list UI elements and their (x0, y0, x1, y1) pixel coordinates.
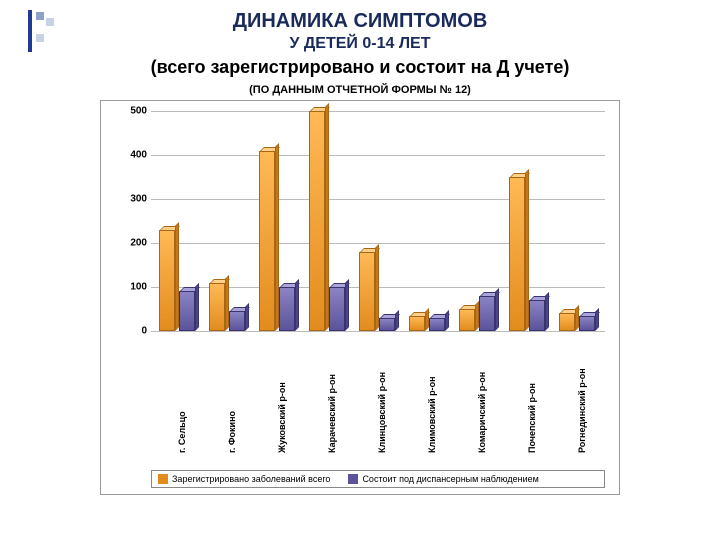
legend-label: Состоит под диспансерным наблюдением (362, 474, 538, 484)
bar (409, 316, 425, 331)
bar (509, 177, 525, 331)
bar (529, 300, 545, 331)
bar (459, 309, 475, 331)
chart-container: 0 100 200 300 400 500 г. Сельцо г. Фокино Жуков… (100, 100, 620, 495)
page-subtitle-note: (всего зарегистрировано и состоит на Д у… (30, 57, 690, 78)
x-axis-label: г. Фокино (227, 333, 229, 453)
bar (209, 283, 225, 331)
x-axis-label: Рогнединский р-он (577, 333, 579, 453)
legend-swatch-icon (158, 474, 168, 484)
bar (159, 230, 175, 331)
page-title: ДИНАМИКА СИМПТОМОВ (30, 10, 690, 33)
bar (329, 287, 345, 331)
bar (179, 291, 195, 331)
page-subtitle-age: У ДЕТЕЙ 0-14 ЛЕТ (30, 35, 690, 53)
bar (229, 311, 245, 331)
y-axis-label: 200 (105, 238, 147, 249)
bar (429, 318, 445, 331)
x-axis-label: Жуковский р-он (277, 333, 279, 453)
y-axis-label: 400 (105, 150, 147, 161)
bar (559, 313, 575, 331)
x-axis-label: Клинцовский р-он (377, 333, 379, 453)
slide-accent-square (36, 34, 44, 42)
slide-accent-square (36, 12, 44, 20)
bar (479, 296, 495, 331)
gridline (151, 331, 605, 332)
bar (259, 151, 275, 331)
plot-area (151, 111, 605, 331)
x-axis-label: Почепский р-он (527, 333, 529, 453)
bar (579, 316, 595, 331)
x-axis-label: Карачевский р-он (327, 333, 329, 453)
x-axis-label: Климовский р-он (427, 333, 429, 453)
x-axis-label: Комаричский р-он (477, 333, 479, 453)
bar (359, 252, 375, 331)
y-axis-label: 0 (105, 326, 147, 337)
y-axis-label: 100 (105, 282, 147, 293)
legend: Зарегистрировано заболеваний всего Состо… (151, 470, 605, 488)
legend-item: Состоит под диспансерным наблюдением (348, 474, 538, 484)
legend-label: Зарегистрировано заболеваний всего (172, 474, 330, 484)
slide-accent-square (46, 18, 54, 26)
x-axis-label: г. Сельцо (177, 333, 179, 453)
bar (279, 287, 295, 331)
legend-swatch-icon (348, 474, 358, 484)
bar (379, 318, 395, 331)
y-axis-label: 500 (105, 106, 147, 117)
bar (309, 111, 325, 331)
legend-item: Зарегистрировано заболеваний всего (158, 474, 330, 484)
y-axis-label: 300 (105, 194, 147, 205)
slide-accent-bar (28, 10, 32, 52)
page-subtitle-source: (ПО ДАННЫМ ОТЧЕТНОЙ ФОРМЫ № 12) (30, 84, 690, 96)
